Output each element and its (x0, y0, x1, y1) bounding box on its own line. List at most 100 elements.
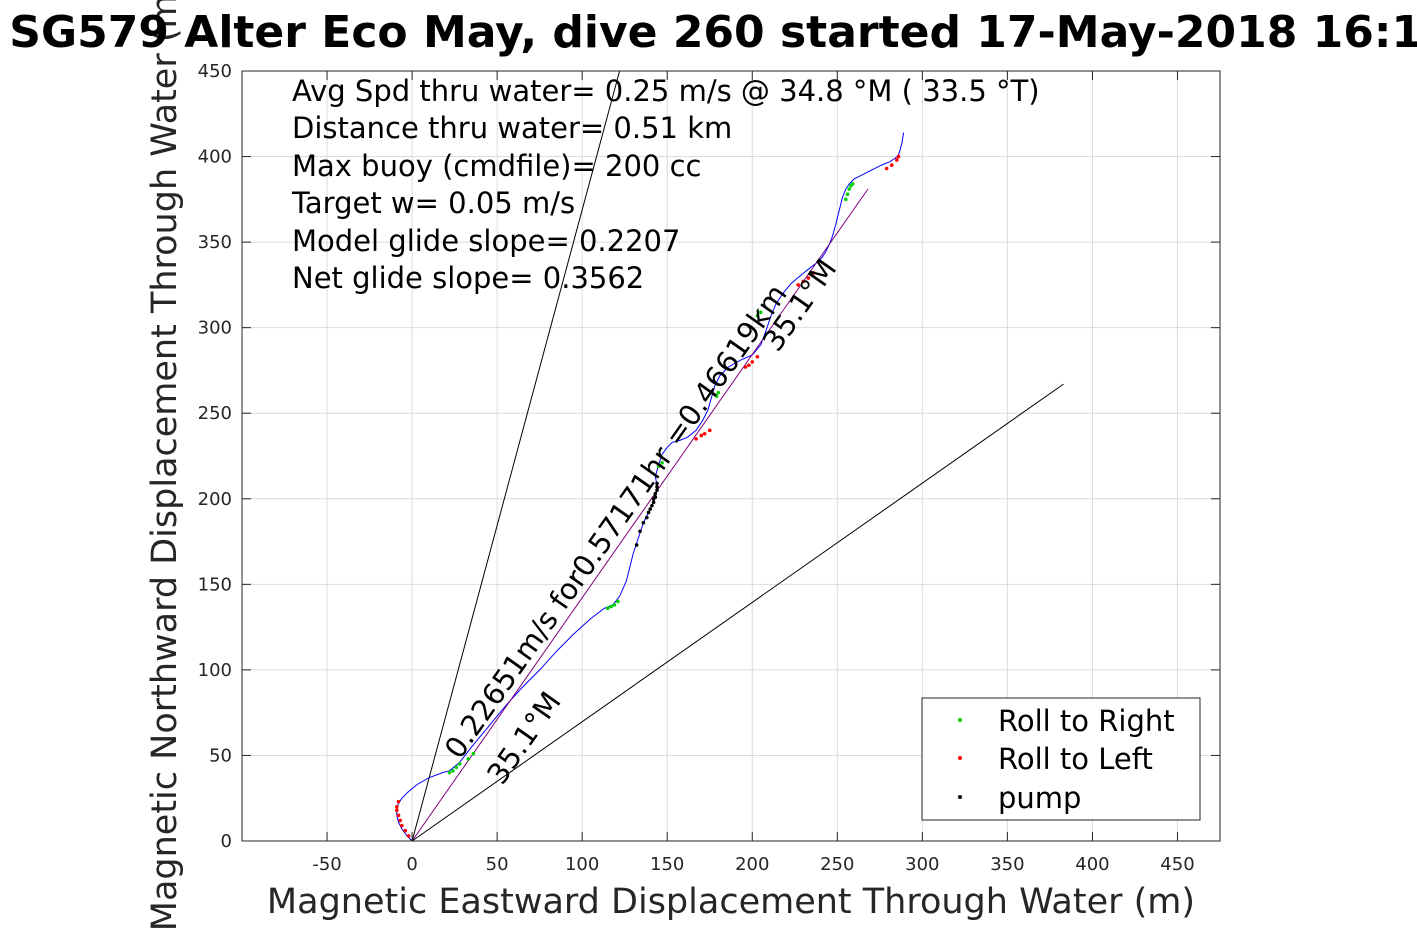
x-tick-label: 200 (735, 854, 769, 875)
x-tick-label: 400 (1075, 854, 1109, 875)
y-tick-label: 100 (198, 660, 232, 681)
x-tick-label: 50 (486, 854, 509, 875)
marker-roll-right (605, 606, 610, 611)
data-markers (394, 154, 901, 838)
legend-marker-roll-left (958, 756, 962, 760)
annotation-net-glide-slope: Net glide slope= 0.3562 (292, 261, 644, 295)
y-tick-label: 450 (198, 61, 232, 82)
y-tick-label: 0 (221, 831, 232, 852)
bound-line-right (411, 383, 1064, 842)
marker-roll-left (702, 431, 707, 436)
marker-roll-left (806, 276, 811, 280)
legend-label-roll-right: Roll to Right (998, 704, 1175, 738)
y-tick-label: 400 (198, 147, 232, 168)
marker-roll-left (747, 363, 751, 368)
marker-roll-right (714, 394, 719, 398)
marker-roll-left (750, 360, 755, 364)
marker-roll-right (466, 757, 471, 761)
marker-roll-right (471, 751, 476, 756)
marker-roll-left (889, 163, 894, 167)
annotation-avg-speed: Avg Spd thru water= 0.25 m/s @ 34.8 °M (… (292, 74, 1040, 108)
legend: Roll to Right Roll to Left pump (921, 697, 1201, 821)
y-tick-label: 150 (198, 574, 232, 595)
marker-roll-left (895, 158, 899, 162)
y-axis-label: Magnetic Northward Displacement Through … (145, 0, 185, 931)
x-tick-label: 300 (905, 854, 939, 875)
marker-roll-left (396, 799, 401, 804)
marker-roll-right (758, 310, 763, 315)
x-axis-label: Magnetic Eastward Displacement Through W… (267, 882, 1195, 922)
legend-label-roll-left: Roll to Left (998, 742, 1153, 776)
marker-roll-right (612, 603, 617, 607)
marker-roll-left (406, 834, 411, 838)
marker-roll-right (844, 197, 848, 202)
legend-marker-roll-right (958, 718, 962, 722)
marker-roll-left (694, 437, 698, 441)
marker-roll-left (400, 823, 404, 828)
marker-roll-left (755, 354, 760, 359)
x-tick-label: 350 (990, 854, 1024, 875)
marker-pump (651, 500, 656, 505)
annotation-max-buoy: Max buoy (cmdfile)= 200 cc (292, 149, 701, 183)
x-tick-label: 150 (650, 854, 684, 875)
annotation-target-w: Target w= 0.05 m/s (291, 186, 575, 220)
marker-roll-right (755, 313, 760, 318)
marker-pump (655, 485, 659, 489)
annotation-model-glide-slope: Model glide slope= 0.2207 (292, 224, 680, 258)
marker-roll-left (884, 166, 889, 171)
x-tick-label: 450 (1160, 854, 1194, 875)
marker-roll-left (707, 428, 712, 433)
marker-roll-right (454, 765, 459, 770)
legend-box (921, 697, 1201, 821)
marker-roll-left (699, 433, 704, 438)
marker-roll-left (396, 813, 401, 818)
marker-pump (646, 510, 651, 515)
y-tick-label: 200 (198, 489, 232, 510)
marker-pump (648, 507, 653, 511)
marker-roll-right (660, 461, 664, 465)
marker-roll-right (845, 192, 850, 196)
marker-roll-right (447, 770, 452, 775)
marker-pump (638, 529, 642, 534)
marker-roll-right (616, 599, 620, 604)
annotation-distance: Distance thru water= 0.51 km (292, 111, 732, 145)
marker-roll-right (847, 187, 852, 191)
marker-roll-left (394, 808, 399, 812)
marker-roll-left (743, 365, 748, 369)
chart-title: SG579 Alter Eco May, dive 260 started 17… (9, 7, 1417, 58)
x-tick-label: 0 (406, 854, 417, 875)
x-tick-label: -50 (312, 854, 341, 875)
marker-pump (650, 503, 654, 508)
marker-roll-left (394, 804, 399, 809)
legend-label-pump: pump (998, 781, 1081, 815)
marker-roll-right (451, 769, 455, 773)
marker-roll-left (896, 154, 901, 159)
marker-pump (634, 543, 639, 547)
marker-pump (653, 495, 658, 499)
marker-pump (655, 488, 659, 493)
marker-roll-right (656, 464, 661, 469)
marker-pump (641, 520, 646, 525)
axis-ticks: -50 0 50 100 150 200 250 300 350 400 450 0 50 100 150 2… (198, 61, 1220, 875)
marker-roll-right (457, 762, 462, 766)
marker-roll-left (398, 818, 402, 823)
plot-frame (241, 70, 1221, 842)
marker-roll-left (796, 283, 800, 287)
marker-roll-left (403, 828, 408, 833)
marker-roll-right (850, 182, 855, 186)
y-tick-label: 350 (198, 232, 232, 253)
marker-pump (655, 481, 659, 486)
marker-pump (645, 515, 649, 520)
marker-roll-left (811, 271, 816, 275)
x-tick-label: 250 (820, 854, 854, 875)
legend-marker-pump (958, 795, 962, 799)
marker-roll-right (716, 390, 721, 395)
y-tick-label: 250 (198, 403, 232, 424)
marker-roll-left (801, 279, 806, 284)
y-tick-label: 50 (209, 745, 232, 766)
y-tick-label: 300 (198, 318, 232, 339)
x-tick-label: 100 (565, 854, 599, 875)
marker-pump (653, 491, 658, 496)
bound-line-left (411, 70, 621, 842)
